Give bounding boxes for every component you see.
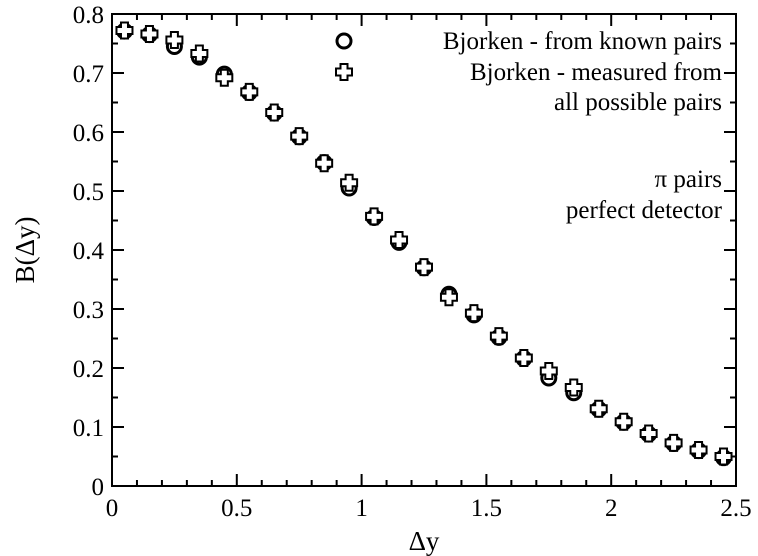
y-tick-label: 0.1: [73, 415, 104, 442]
x-tick-label: 2.5: [720, 495, 751, 522]
point-all-pairs: [664, 433, 683, 452]
point-all-pairs: [265, 103, 284, 122]
point-all-pairs: [190, 44, 209, 63]
point-all-pairs: [589, 399, 608, 418]
point-all-pairs: [689, 441, 708, 460]
point-all-pairs: [564, 378, 583, 397]
point-all-pairs: [140, 25, 159, 44]
annotation-pi-pairs: π pairs: [655, 166, 722, 193]
x-axis-title: Δy: [409, 526, 440, 556]
point-all-pairs: [614, 412, 633, 431]
point-all-pairs: [315, 154, 334, 173]
point-all-pairs: [165, 30, 184, 49]
data-points: [115, 21, 733, 467]
point-all-pairs: [464, 304, 483, 323]
axis-ticks: [111, 13, 737, 487]
y-tick-label: 0.3: [73, 297, 104, 324]
point-all-pairs: [639, 424, 658, 443]
annotation: π pairs perfect detector: [566, 166, 723, 224]
x-tick-label: 1.5: [471, 495, 502, 522]
legend-marker-cross: [335, 63, 353, 81]
y-tick-label: 0.2: [73, 356, 104, 383]
legend-label-all-pairs-line1: Bjorken - measured from: [470, 59, 723, 86]
point-all-pairs: [215, 68, 234, 87]
y-axis-title: B(Δy): [10, 217, 40, 284]
y-tick-label: 0.8: [73, 2, 104, 29]
y-tick-label: 0.7: [73, 61, 104, 88]
point-all-pairs: [340, 173, 359, 192]
x-tick-label: 0: [106, 495, 119, 522]
point-all-pairs: [115, 21, 134, 40]
legend-circle-symbol: [335, 32, 353, 50]
y-tick-label: 0.6: [73, 120, 104, 147]
point-all-pairs: [439, 288, 458, 307]
x-tick-label: 0.5: [221, 495, 252, 522]
y-tick-labels: 0 0.1 0.2 0.3 0.4 0.5 0.6 0.7 0.8: [73, 2, 105, 501]
point-all-pairs: [415, 258, 433, 277]
x-tick-label: 1: [355, 495, 368, 522]
x-tick-label: 2: [605, 495, 618, 522]
legend-marker-circle: [335, 32, 353, 50]
legend-cross-symbol: [335, 63, 353, 81]
y-tick-label: 0.5: [73, 179, 104, 206]
annotation-perfect-detector: perfect detector: [566, 197, 723, 224]
legend-label-all-pairs-line2: all possible pairs: [554, 89, 722, 116]
point-all-pairs: [714, 447, 733, 466]
point-all-pairs: [514, 348, 533, 367]
legend-label-known-pairs: Bjorken - from known pairs: [443, 28, 722, 55]
point-all-pairs: [240, 82, 259, 101]
point-all-pairs: [365, 207, 384, 226]
y-tick-label: 0: [92, 474, 105, 501]
point-all-pairs: [290, 127, 309, 146]
legend: Bjorken - from known pairs Bjorken - mea…: [335, 28, 723, 116]
point-all-pairs: [489, 327, 508, 346]
y-tick-label: 0.4: [73, 238, 105, 265]
point-all-pairs: [539, 361, 558, 380]
point-all-pairs: [390, 230, 409, 249]
x-tick-labels: 0 0.5 1 1.5 2 2.5: [106, 495, 752, 522]
